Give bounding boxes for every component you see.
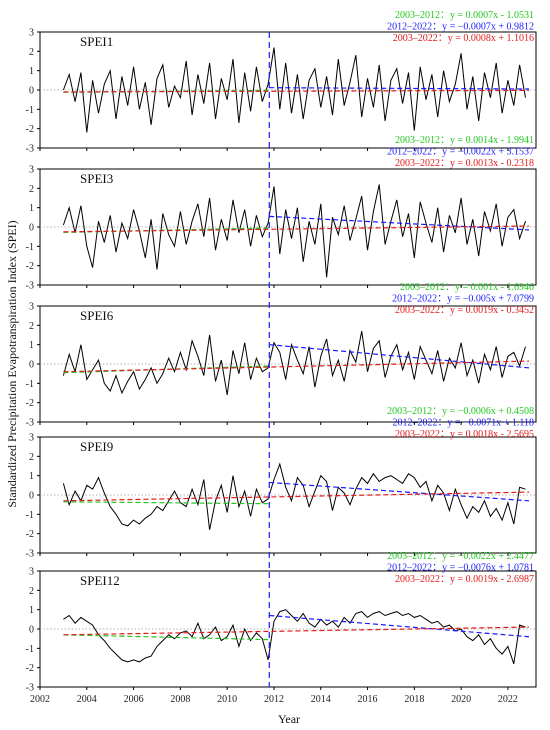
trend-2003-2012	[63, 365, 270, 374]
x-tick-label: 2016	[358, 694, 378, 705]
y-tick-label: -1	[26, 510, 34, 521]
trend-2003-2022	[63, 360, 529, 373]
y-tick-label: -1	[26, 379, 34, 390]
y-tick-label: 2	[29, 321, 34, 332]
x-tick-label: 2018	[404, 694, 424, 705]
trend-2012-2022	[269, 215, 530, 231]
y-tick-label: 1	[29, 340, 34, 351]
y-tick-label: 2	[29, 47, 34, 58]
y-tick-label: -3	[26, 683, 34, 694]
y-tick-label: 2	[29, 452, 34, 463]
trend-equation: 2003–2022：y = 0.0019x - 2.6987	[395, 574, 534, 585]
trend-2003-2022	[63, 626, 529, 636]
y-tick-label: 1	[29, 66, 34, 77]
y-tick-label: 3	[29, 302, 34, 313]
trend-2012-2022	[269, 87, 529, 90]
y-tick-label: -3	[26, 549, 34, 560]
panel-label: SPEI1	[80, 34, 113, 49]
trend-equation: 2003–2022：y = 0.0013x - 0.2318	[395, 158, 534, 169]
trend-2003-2012	[63, 634, 270, 641]
y-tick-label: -2	[26, 663, 34, 674]
y-tick-label: 0	[29, 360, 34, 371]
y-tick-label: 1	[29, 203, 34, 214]
y-tick-label: 2	[29, 184, 34, 195]
trend-equation: 2012–2022：y = −0.0076x + 1.0781	[387, 563, 534, 574]
trend-equation: 2012–2022：y = −0.0022x + 3.1537	[387, 147, 534, 158]
x-tick-label: 2012	[264, 694, 284, 705]
trend-2012-2022	[269, 344, 530, 369]
trend-equation: 2003–2012：y = −0.0006x + 0.4508	[387, 406, 534, 417]
y-tick-label: 0	[29, 86, 34, 97]
y-tick-label: -2	[26, 124, 34, 135]
y-tick-label: -1	[26, 644, 34, 655]
x-tick-label: 2006	[124, 694, 144, 705]
x-tick-label: 2008	[170, 694, 190, 705]
y-tick-label: 1	[29, 471, 34, 482]
y-tick-label: 1	[29, 605, 34, 616]
spei-series-line	[63, 609, 526, 664]
spei-series-line	[62, 331, 526, 395]
x-tick-label: 2014	[311, 694, 331, 705]
y-tick-label: 0	[29, 223, 34, 234]
y-tick-label: 3	[29, 28, 34, 39]
trend-2003-2022	[63, 89, 529, 93]
trend-equation: 2003–2012：y = 0.0014x - 1.9941	[395, 135, 534, 146]
trend-equation: 2012–2022：y = −0.0007x + 0.9812	[387, 22, 534, 33]
x-tick-label: 2004	[77, 694, 97, 705]
x-tick-label: 2022	[498, 694, 518, 705]
spei-series-line	[62, 462, 526, 530]
trend-equation: 2012–2022：y = −0.0071x + 1.118	[392, 418, 534, 429]
y-axis-title: Standardized Precipitation Evapotranspir…	[5, 220, 19, 507]
trend-2012-2022	[269, 481, 530, 502]
x-tick-label: 2010	[217, 694, 237, 705]
y-tick-label: 2	[29, 586, 34, 597]
trend-equation: 2012–2022：y = −0.005x + 7.0799	[392, 294, 534, 305]
panel-label: SPEI9	[80, 439, 113, 454]
trend-equation: 2003–2022：y = 0.0019x - 0.3452	[395, 305, 534, 316]
trend-2012-2022	[269, 614, 530, 638]
y-tick-label: 3	[29, 165, 34, 176]
trend-equation: 2003–2012：y = 0.001x - 1.6946	[400, 282, 534, 293]
trend-equation: 2003–2022：y = 0.0008x + 1.1016	[393, 33, 534, 44]
x-tick-label: 2020	[451, 694, 471, 705]
axes-layer: -3 -2 -1 0 1 2 3 SPEI1 2003–2012：y = 0.0007x - 1…	[26, 10, 537, 705]
panel-label: SPEI3	[80, 171, 113, 186]
y-tick-label: -2	[26, 529, 34, 540]
trend-equation: 2003–2022：y = 0.0018x - 2.5695	[395, 429, 534, 440]
x-axis-title: Year	[278, 712, 300, 726]
y-tick-label: 3	[29, 567, 34, 578]
y-tick-label: -3	[26, 281, 34, 292]
spei-series-line	[62, 184, 526, 278]
y-tick-label: -2	[26, 398, 34, 409]
y-tick-label: 0	[29, 625, 34, 636]
y-tick-label: 0	[29, 491, 34, 502]
trend-equation: 2003–2012：y = 0.0007x - 1.0531	[395, 10, 534, 21]
y-tick-label: -3	[26, 418, 34, 429]
y-tick-label: -2	[26, 261, 34, 272]
y-tick-label: 3	[29, 433, 34, 444]
panel-label: SPEI12	[80, 573, 120, 588]
panel-label: SPEI6	[80, 308, 114, 323]
trend-equation: 2003–2012：y = −0.0022x + 2.4477	[387, 551, 534, 562]
x-tick-label: 2002	[30, 694, 50, 705]
spei-series-line	[62, 47, 526, 133]
trend-2003-2012	[63, 501, 270, 505]
y-tick-label: -1	[26, 242, 34, 253]
y-tick-label: -1	[26, 105, 34, 116]
trend-2003-2022	[63, 491, 529, 502]
y-tick-label: -3	[26, 144, 34, 155]
trend-2003-2022	[63, 225, 529, 233]
